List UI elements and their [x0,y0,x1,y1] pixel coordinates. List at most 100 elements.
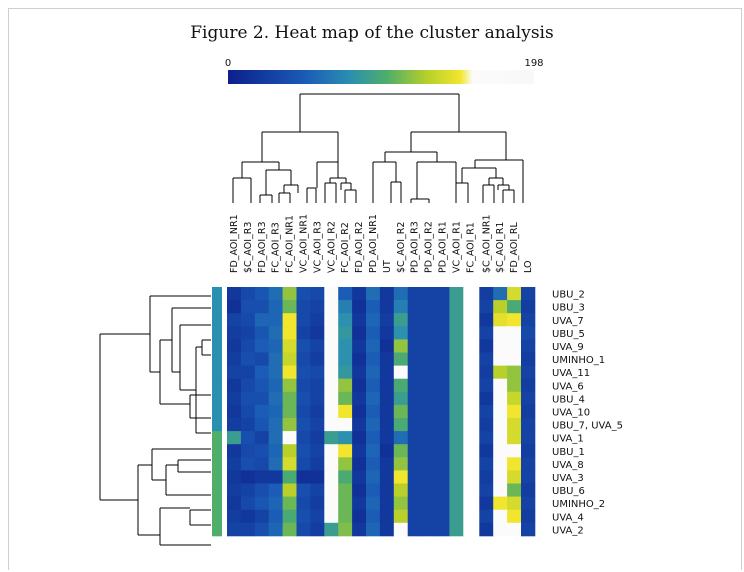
heatmap-cell [296,339,311,353]
heatmap-cell [240,431,256,445]
heatmap-cell [393,287,409,301]
heatmap-cell [435,313,450,327]
heatmap-cell [310,457,325,471]
heatmap-cell [227,509,242,524]
heatmap-cell [393,431,409,445]
heatmap-cell [493,496,508,511]
heatmap-cell [338,509,353,524]
heatmap-cell [407,352,422,366]
row-annotation-strip [212,287,222,537]
heatmap-cell [282,287,297,301]
heatmap-cell [421,365,436,380]
heatmap-cell [463,509,478,524]
heatmap-cell [268,404,283,419]
heatmap-cell [493,431,508,445]
column-label: LO [523,261,534,273]
heatmap-cell [507,313,522,327]
heatmap-cell [227,326,242,340]
heatmap-cell [282,431,297,445]
heatmap-cell [240,313,256,327]
heatmap-cell [393,404,409,419]
heatmap-cell [463,496,478,511]
heatmap-cell [421,313,436,327]
annotation-cell [212,509,222,524]
heatmap-cell [435,483,450,497]
heatmap-cell [379,509,395,524]
annotation-cell [212,391,222,406]
heatmap-cell [240,326,256,340]
heatmap-cell [366,483,381,497]
heatmap-cell [463,483,478,497]
heatmap-cell [310,444,325,458]
heatmap-cell [254,470,270,484]
heatmap-cell [493,470,508,484]
heatmap-cell [310,391,325,406]
heatmap-cell [268,378,283,393]
heatmap-cell [521,418,536,432]
heatmap-cell [227,483,242,497]
heatmap-cell [379,522,395,537]
heatmap-cell [366,287,381,301]
heatmap-cell [435,509,450,524]
heatmap-cell [268,326,283,340]
heatmap-cell [254,483,270,497]
annotation-cell [212,326,222,340]
heatmap-cell [310,287,325,301]
heatmap-cell [379,313,395,327]
heatmap-cell [479,287,494,301]
heatmap-cell [379,378,395,393]
heatmap-cell [493,404,508,419]
heatmap-cell [296,483,311,497]
heatmap-cell [449,378,464,393]
row-label: UBU_5 [552,329,585,340]
heatmap-cell [479,444,494,458]
heatmap-cell [254,509,270,524]
heatmap-cell [493,418,508,432]
column-label: PD_AOI_R3 [410,221,421,273]
heatmap-cell [282,457,297,471]
heatmap-cell [479,313,494,327]
row-label: UVA_7 [552,316,584,327]
heatmap-cell [254,313,270,327]
heatmap-cell [463,418,478,432]
heatmap-cell [421,326,436,340]
heatmap-cell [324,287,339,301]
heatmap-cell [268,339,283,353]
column-label: UT [382,260,393,273]
heatmap-cell [449,404,464,419]
heatmap-cell [324,365,339,380]
heatmap-cell [407,444,422,458]
heatmap-cell [463,522,478,537]
heatmap-cell [421,352,436,366]
heatmap-cell [479,339,494,353]
heatmap-cell [493,339,508,353]
heatmap-cell [296,300,311,314]
heatmap-cell [421,509,436,524]
heatmap-cell [463,391,478,406]
heatmap-cell [268,509,283,524]
heatmap-cell [479,326,494,340]
heatmap-cell [254,522,270,537]
figure-frame [8,8,742,570]
heatmap-cell [449,457,464,471]
heatmap-cell [254,365,270,380]
heatmap-cell [296,365,311,380]
heatmap-cell [310,483,325,497]
heatmap-cell [479,483,494,497]
heatmap-cell [449,339,464,353]
heatmap-cell [407,326,422,340]
heatmap-cell [282,418,297,432]
column-label: FD_AOI_RL [509,222,520,273]
heatmap-cell [366,496,381,511]
heatmap-cell [282,313,297,327]
heatmap-cell [282,509,297,524]
heatmap-cell [379,457,395,471]
heatmap-cell [421,391,436,406]
heatmap-cell [479,522,494,537]
heatmap-cell [310,313,325,327]
row-label: UBU_2 [552,290,585,301]
heatmap-cell [421,444,436,458]
heatmap-cell [463,444,478,458]
heatmap-cell [324,483,339,497]
